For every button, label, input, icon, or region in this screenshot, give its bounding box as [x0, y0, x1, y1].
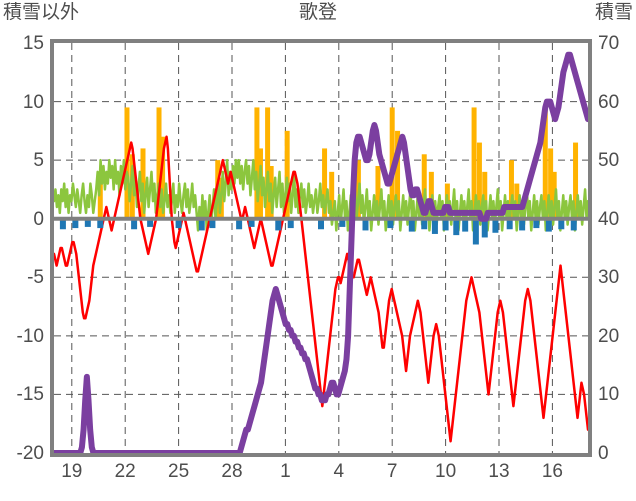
right-axis-title: 積雪 — [594, 2, 633, 23]
left-tick--10: -10 — [16, 325, 44, 347]
x-tick-19: 19 — [61, 461, 83, 482]
left-tick-5: 5 — [33, 150, 44, 172]
left-axis-title: 積雪以外 — [3, 2, 80, 23]
right-tick-50: 50 — [598, 150, 620, 172]
x-tick-4: 4 — [333, 461, 345, 482]
right-tick-10: 10 — [598, 384, 620, 406]
right-tick-30: 30 — [598, 267, 620, 289]
x-tick-7: 7 — [386, 461, 398, 482]
x-tick-16: 16 — [541, 461, 563, 482]
right-axis-tick-labels: 70 60 50 40 30 20 10 0 — [598, 0, 636, 501]
right-tick-70: 70 — [598, 33, 620, 54]
right-tick-20: 20 — [598, 325, 620, 347]
right-tick-40: 40 — [598, 208, 620, 230]
x-tick-10: 10 — [435, 461, 457, 482]
left-axis-tick-labels: 15 10 5 0 -5 -10 -15 -20 — [0, 0, 44, 501]
x-tick-1: 1 — [280, 461, 291, 482]
left-tick--15: -15 — [16, 384, 44, 406]
x-tick-13: 13 — [488, 461, 510, 482]
x-tick-25: 25 — [168, 461, 190, 482]
page-title: 歌登 — [298, 2, 337, 23]
left-tick-10: 10 — [22, 91, 44, 113]
left-tick-15: 15 — [22, 33, 44, 54]
x-tick-28: 28 — [221, 461, 243, 482]
plot-inner — [54, 43, 588, 453]
right-tick-60: 60 — [598, 91, 620, 113]
left-tick--5: -5 — [27, 267, 44, 289]
right-tick-0: 0 — [598, 443, 609, 464]
left-tick--20: -20 — [16, 443, 44, 464]
chart-canvas — [54, 43, 588, 453]
left-tick-0: 0 — [33, 208, 44, 230]
plot-area — [50, 39, 592, 457]
x-tick-22: 22 — [114, 461, 136, 482]
